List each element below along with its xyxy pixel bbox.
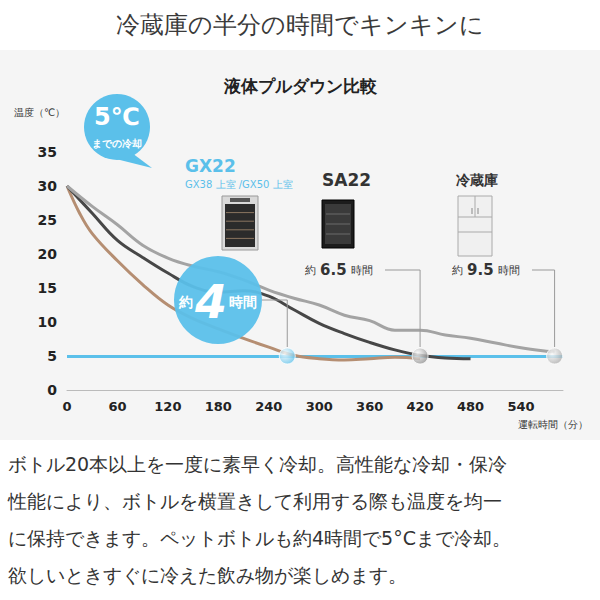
svg-text:240: 240	[255, 399, 282, 414]
svg-text:30: 30	[38, 178, 58, 194]
svg-text:6.5: 6.5	[320, 261, 347, 279]
svg-text:180: 180	[205, 399, 232, 414]
svg-text:0: 0	[62, 399, 71, 414]
svg-text:0: 0	[47, 382, 57, 398]
svg-text:までの冷却: までの冷却	[92, 138, 142, 149]
svg-text:時間: 時間	[498, 264, 520, 277]
svg-text:4: 4	[194, 275, 227, 329]
svg-text:温度（℃）: 温度（℃）	[14, 107, 65, 118]
svg-text:5: 5	[47, 348, 57, 364]
svg-text:GX38 上室 /GX50 上室: GX38 上室 /GX50 上室	[185, 179, 293, 190]
html-text:ボトル20本以上を一度に素早く冷却。高性能な冷却・保冷: ボトル20本以上を一度に素早く冷却。高性能な冷却・保冷	[8, 453, 508, 475]
svg-text:時間: 時間	[351, 264, 373, 277]
svg-text:液体プルダウン比較: 液体プルダウン比較	[223, 76, 378, 96]
svg-text:冷蔵庫: 冷蔵庫	[456, 172, 498, 188]
svg-text:60: 60	[108, 399, 126, 414]
svg-text:360: 360	[356, 399, 383, 414]
html-text:冷蔵庫の半分の時間でキンキンに: 冷蔵庫の半分の時間でキンキンに	[116, 11, 484, 39]
svg-text:9.5: 9.5	[467, 261, 494, 279]
svg-text:540: 540	[507, 399, 534, 414]
svg-text:20: 20	[38, 246, 58, 262]
svg-text:10: 10	[38, 314, 58, 330]
svg-text:SA22: SA22	[322, 170, 371, 190]
svg-text:約: 約	[178, 294, 193, 310]
svg-text:15: 15	[38, 280, 57, 296]
svg-text:運転時間（分）: 運転時間（分）	[518, 419, 588, 430]
svg-text:420: 420	[407, 399, 434, 414]
svg-text:5℃: 5℃	[94, 103, 140, 131]
svg-text:時間: 時間	[229, 294, 257, 310]
svg-text:GX22: GX22	[185, 156, 236, 176]
svg-text:480: 480	[457, 399, 484, 414]
html-text:欲しいときすぐに冷えた飲み物が楽しめます。: 欲しいときすぐに冷えた飲み物が楽しめます。	[8, 564, 407, 586]
svg-text:120: 120	[154, 399, 181, 414]
svg-text:35: 35	[38, 144, 57, 160]
html-text:性能により、ボトルを横置きして利用する際も温度を均一: 性能により、ボトルを横置きして利用する際も温度を均一	[8, 490, 502, 512]
svg-text:300: 300	[306, 399, 333, 414]
svg-text:約: 約	[452, 264, 463, 277]
html-text:に保持できます。ペットボトルも約4時間で5°Cまで冷却。: に保持できます。ペットボトルも約4時間で5°Cまで冷却。	[8, 527, 511, 549]
svg-text:約: 約	[305, 264, 316, 277]
svg-text:25: 25	[38, 212, 57, 228]
